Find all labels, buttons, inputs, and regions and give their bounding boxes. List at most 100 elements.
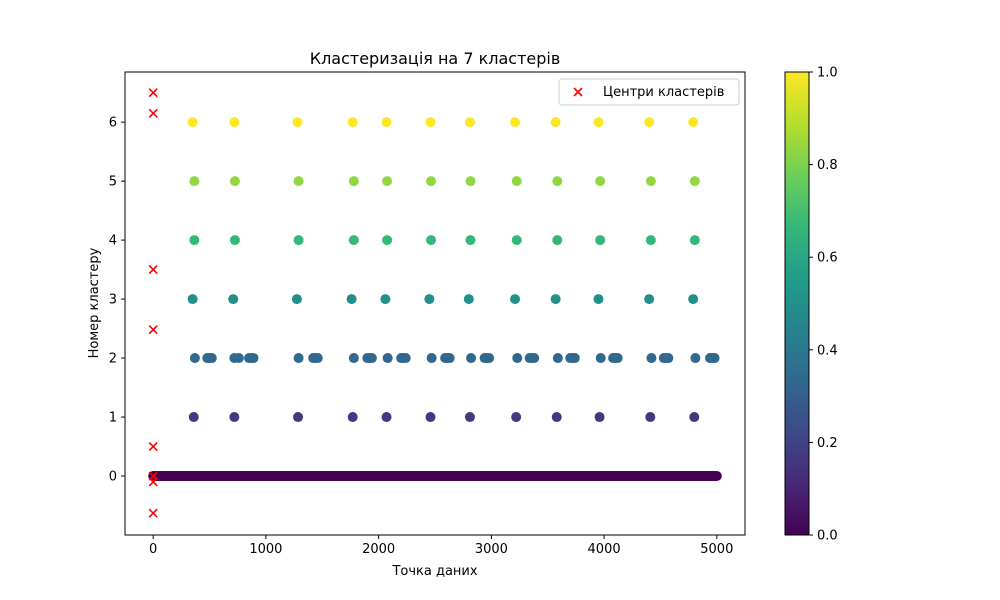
data-point [711, 471, 722, 482]
data-point [187, 294, 198, 305]
data-point [347, 412, 358, 423]
data-point [689, 235, 700, 246]
data-point [709, 353, 720, 364]
data-point [645, 176, 656, 187]
data-point [348, 235, 359, 246]
data-point [292, 117, 303, 128]
data-point [229, 412, 240, 423]
x-tick-label: 4000 [588, 542, 621, 557]
data-point [663, 353, 674, 364]
data-point [229, 235, 240, 246]
colorbar-tick-label: 1.0 [817, 66, 838, 81]
y-tick-label: 6 [109, 116, 117, 131]
data-point [569, 353, 580, 364]
colorbar-tick-label: 0.8 [817, 158, 838, 173]
data-point [229, 117, 240, 128]
data-point [689, 176, 700, 187]
data-point [465, 235, 476, 246]
data-point [688, 294, 699, 305]
data-point [464, 117, 475, 128]
cluster-center-marker [148, 88, 158, 98]
data-point [510, 294, 521, 305]
data-point [465, 176, 476, 187]
data-point [552, 235, 563, 246]
plot-area: 0 1000 2000 3000 4000 5000 0 1 2 3 4 5 6 [109, 71, 746, 557]
data-point [381, 412, 392, 423]
data-point [595, 176, 606, 187]
x-tick-label: 2000 [362, 542, 395, 557]
data-point [594, 412, 605, 423]
y-tick-label: 3 [109, 293, 117, 308]
data-point [484, 353, 495, 364]
x-tick-label: 3000 [475, 542, 508, 557]
colorbar: 0.0 0.2 0.4 0.6 0.8 1.0 [784, 66, 838, 544]
y-axis-ticks: 0 1 2 3 4 5 6 [109, 116, 125, 485]
x-axis-ticks: 0 1000 2000 3000 4000 5000 [149, 535, 733, 557]
data-point [593, 294, 604, 305]
chart-title: Кластеризація на 7 кластерів [310, 49, 561, 68]
data-point [346, 294, 357, 305]
data-point [380, 294, 391, 305]
data-point [595, 353, 606, 364]
data-point [188, 412, 199, 423]
colorbar-tick-label: 0.6 [817, 251, 838, 266]
data-point [550, 294, 561, 305]
x-tick-label: 0 [149, 542, 157, 557]
cluster-center-marker [148, 108, 158, 118]
data-point [463, 294, 474, 305]
data-point [381, 117, 392, 128]
data-point [293, 412, 304, 423]
data-point [426, 235, 437, 246]
data-point [512, 353, 523, 364]
data-point [552, 176, 563, 187]
data-point [688, 117, 699, 128]
data-point [612, 353, 623, 364]
x-axis-label: Точка даних [391, 564, 477, 579]
data-point [595, 235, 606, 246]
data-point [426, 353, 437, 364]
data-point [233, 353, 244, 364]
y-axis-label: Номер кластеру [87, 247, 102, 358]
cluster-center-marker [148, 325, 158, 335]
data-point [529, 353, 540, 364]
data-point [644, 294, 655, 305]
data-point [293, 176, 304, 187]
data-point [552, 353, 563, 364]
data-point [348, 353, 359, 364]
legend-box [558, 78, 740, 106]
data-point [690, 353, 701, 364]
data-point [206, 353, 217, 364]
data-point [689, 412, 700, 423]
y-tick-label: 5 [109, 175, 117, 190]
data-point [424, 294, 435, 305]
data-point [511, 412, 522, 423]
data-point [510, 117, 521, 128]
data-point [347, 117, 358, 128]
data-point [464, 412, 475, 423]
data-point [550, 117, 561, 128]
data-point [466, 353, 477, 364]
data-point [366, 353, 377, 364]
y-tick-label: 4 [109, 234, 117, 249]
y-tick-label: 1 [109, 411, 117, 426]
colorbar-tick-label: 0.0 [817, 529, 838, 544]
data-point [425, 412, 436, 423]
data-point [511, 176, 522, 187]
data-point [348, 176, 359, 187]
data-point [189, 235, 200, 246]
colorbar-ticks: 0.0 0.2 0.4 0.6 0.8 1.0 [809, 66, 838, 544]
cluster-center-marker [148, 471, 158, 481]
cluster-center-marker [148, 508, 158, 518]
x-tick-label: 5000 [700, 542, 733, 557]
legend: Центри кластерів [558, 78, 740, 106]
plot-frame [124, 71, 746, 536]
data-point [187, 117, 198, 128]
data-point [646, 353, 657, 364]
legend-x-marker [573, 87, 583, 97]
data-point [425, 117, 436, 128]
data-point [312, 353, 323, 364]
data-point [382, 235, 393, 246]
data-point [293, 353, 304, 364]
data-point [645, 412, 656, 423]
